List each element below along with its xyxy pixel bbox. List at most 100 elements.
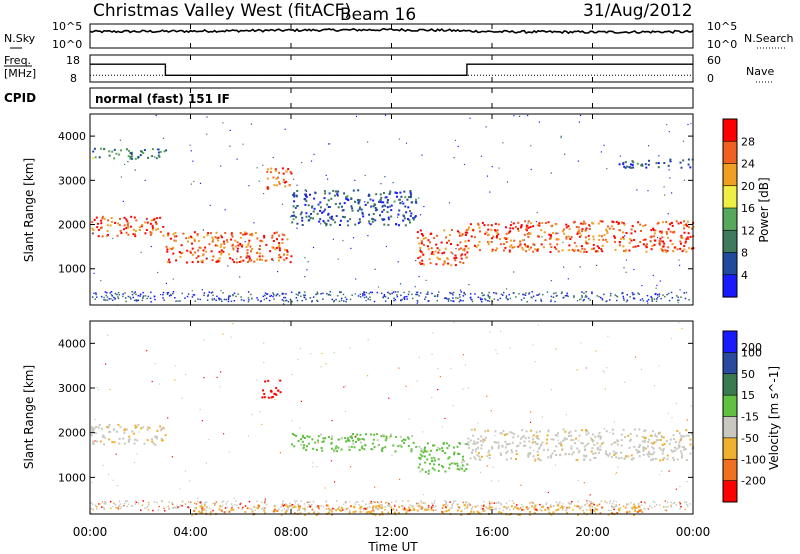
heatmap-cell [459, 289, 462, 291]
heatmap-cell [109, 224, 112, 227]
heatmap-cell [153, 295, 156, 297]
heatmap-cell [654, 385, 656, 387]
heatmap-cell [307, 442, 310, 445]
heatmap-cell [372, 218, 375, 221]
heatmap-cell [226, 239, 228, 242]
heatmap-cell [623, 165, 626, 168]
heatmap-cell [581, 296, 583, 298]
heatmap-cell [596, 446, 599, 449]
heatmap-cell [181, 397, 183, 399]
heatmap-cell [353, 505, 356, 508]
heatmap-cell [366, 292, 368, 294]
heatmap-cell [416, 293, 419, 296]
heatmap-cell [615, 220, 618, 223]
heatmap-cell [96, 226, 99, 229]
heatmap-cell [413, 216, 416, 219]
heatmap-cell [368, 510, 371, 513]
heatmap-cell [448, 456, 451, 459]
heatmap-cell [540, 444, 542, 447]
heatmap-cell [214, 503, 216, 505]
heatmap-cell [162, 297, 164, 299]
heatmap-cell [242, 506, 244, 509]
heatmap-cell [334, 447, 337, 450]
heatmap-cell [500, 454, 503, 457]
heatmap-cell [430, 232, 433, 235]
heatmap-cell [594, 435, 597, 438]
heatmap-cell [275, 294, 277, 297]
heatmap-cell [362, 500, 364, 502]
heatmap-cell [649, 505, 651, 507]
heatmap-cell [408, 291, 410, 293]
heatmap-cell [149, 222, 152, 225]
heatmap-cell [308, 503, 310, 506]
heatmap-cell [671, 417, 673, 419]
heatmap-cell [512, 502, 515, 505]
heatmap-cell [425, 507, 427, 510]
heatmap-cell [456, 464, 459, 467]
heatmap-cell [125, 218, 128, 221]
heatmap-cell [118, 505, 120, 507]
heatmap-cell [664, 509, 666, 511]
heatmap-cell [319, 209, 322, 212]
heatmap-cell [627, 455, 630, 458]
heatmap-cell [303, 513, 306, 516]
heatmap-cell [483, 439, 486, 442]
heatmap-cell [101, 501, 103, 503]
heatmap-cell [303, 503, 306, 505]
heatmap-cell [592, 439, 595, 442]
heatmap-cell [398, 138, 401, 140]
heatmap-cell [309, 505, 312, 507]
heatmap-cell [525, 430, 528, 433]
heatmap-cell [652, 447, 655, 450]
heatmap-cell [449, 291, 451, 294]
heatmap-cell [119, 503, 122, 505]
heatmap-cell [313, 197, 316, 200]
heatmap-cell [309, 501, 311, 503]
heatmap-cell [582, 220, 585, 223]
heatmap-cell [487, 243, 490, 246]
heatmap-cell [513, 271, 515, 273]
heatmap-cell [266, 293, 268, 295]
heatmap-cell [680, 434, 683, 437]
heatmap-cell [230, 233, 233, 236]
heatmap-cell [101, 215, 104, 218]
y-tick-label: 2000 [58, 219, 86, 232]
heatmap-cell [310, 353, 312, 355]
heatmap-cell [174, 506, 177, 509]
heatmap-cell [251, 248, 254, 250]
heatmap-cell [293, 512, 296, 515]
heatmap-cell [349, 298, 352, 301]
heatmap-cell [264, 294, 266, 297]
heatmap-cell [149, 297, 152, 300]
heatmap-cell [285, 504, 288, 507]
heatmap-cell [167, 417, 169, 419]
heatmap-cell [176, 507, 178, 509]
heatmap-cell [196, 233, 199, 236]
velocity-panel-frame [89, 320, 694, 515]
heatmap-cell [622, 295, 624, 298]
heatmap-cell [355, 115, 358, 117]
heatmap-cell [387, 216, 390, 219]
colorbar-tick-label: -100 [741, 453, 766, 466]
heatmap-cell [509, 347, 511, 349]
heatmap-cell [177, 507, 179, 509]
heatmap-cell [263, 396, 266, 399]
heatmap-cell [223, 511, 226, 514]
heatmap-cell [281, 242, 284, 244]
heatmap-cell [366, 201, 369, 204]
heatmap-cell [460, 257, 463, 260]
heatmap-cell [611, 506, 614, 508]
heatmap-cell [611, 225, 613, 228]
heatmap-cell [469, 504, 471, 506]
heatmap-cell [510, 221, 513, 223]
heatmap-cell [613, 442, 615, 444]
heatmap-cell [543, 231, 546, 234]
heatmap-cell [384, 205, 387, 207]
heatmap-cell [386, 211, 389, 214]
heatmap-cell [493, 441, 496, 444]
station-title: Christmas Valley West (fitACF) [93, 1, 351, 21]
heatmap-cell [676, 295, 678, 297]
heatmap-cell [623, 299, 625, 301]
heatmap-cell [474, 450, 477, 453]
heatmap-cell [523, 297, 525, 299]
